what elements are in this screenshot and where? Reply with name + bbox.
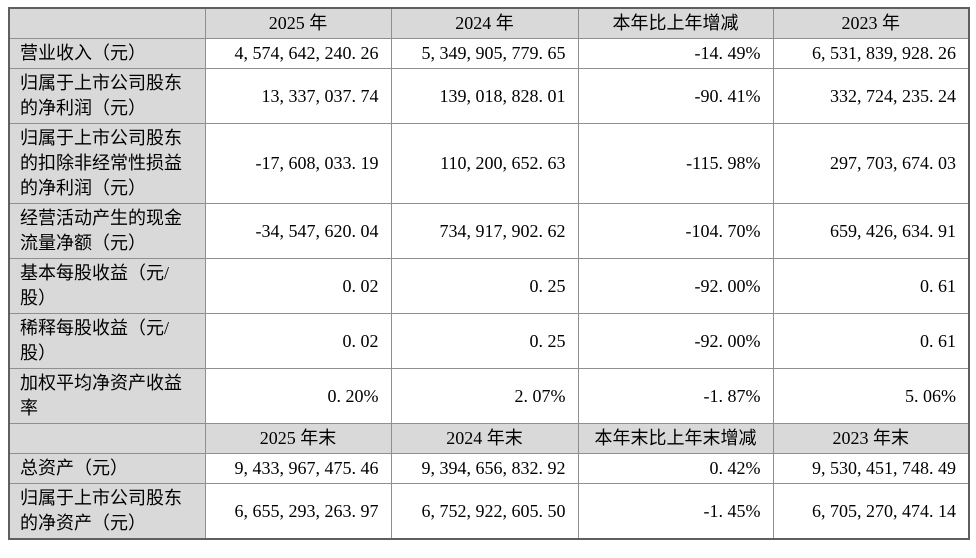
value-2025: 0. 02 [204,258,392,314]
metric-label: 归属于上市公司股东的净利润（元） [8,68,206,124]
metric-label: 归属于上市公司股东的扣除非经常性损益的净利润（元） [8,123,206,204]
value-2023: 297, 703, 674. 03 [772,123,970,204]
value-2025: -34, 547, 620. 04 [204,203,392,259]
value-2024-yearend: 9, 394, 656, 832. 92 [390,453,579,484]
metric-label: 基本每股收益（元/股） [8,258,206,314]
col-header-yearend-change: 本年末比上年末增减 [577,423,774,454]
value-2025: 0. 02 [204,313,392,369]
value-2023-yearend: 6, 705, 270, 474. 14 [772,483,970,540]
col-header-2023-yearend: 2023 年末 [772,423,970,454]
value-2025: -17, 608, 033. 19 [204,123,392,204]
value-2023: 332, 724, 235. 24 [772,68,970,124]
col-header-2023: 2023 年 [772,7,970,39]
value-2025: 13, 337, 037. 74 [204,68,392,124]
value-2024-yearend: 6, 752, 922, 605. 50 [390,483,579,540]
value-2023: 0. 61 [772,313,970,369]
value-2024: 0. 25 [390,313,579,369]
value-2023: 659, 426, 634. 91 [772,203,970,259]
table-row-diluted-eps: 稀释每股收益（元/股） 0. 02 0. 25 -92. 00% 0. 61 [8,313,970,369]
yoy-change: -14. 49% [577,38,774,69]
metric-label: 总资产（元） [8,453,206,484]
period-header-row: 2025 年 2024 年 本年比上年增减 2023 年 [8,7,970,39]
metric-label: 归属于上市公司股东的净资产（元） [8,483,206,540]
col-header-2024-yearend: 2024 年末 [390,423,579,454]
value-2025-yearend: 6, 655, 293, 263. 97 [204,483,392,540]
value-2024: 110, 200, 652. 63 [390,123,579,204]
table-row-weighted-avg-roe: 加权平均净资产收益率 0. 20% 2. 07% -1. 87% 5. 06% [8,368,970,424]
col-header-2024: 2024 年 [390,7,579,39]
yoy-change: -92. 00% [577,313,774,369]
financial-summary-table: 2025 年 2024 年 本年比上年增减 2023 年 营业收入（元） 4, … [8,7,970,540]
metric-label: 加权平均净资产收益率 [8,368,206,424]
metric-label: 营业收入（元） [8,38,206,69]
yearend-change: -1. 45% [577,483,774,540]
yoy-change: -115. 98% [577,123,774,204]
value-2023: 0. 61 [772,258,970,314]
yoy-change: -90. 41% [577,68,774,124]
table-row-net-assets: 归属于上市公司股东的净资产（元） 6, 655, 293, 263. 97 6,… [8,483,970,540]
table-row-net-profit: 归属于上市公司股东的净利润（元） 13, 337, 037. 74 139, 0… [8,68,970,124]
value-2024: 139, 018, 828. 01 [390,68,579,124]
yoy-change: -1. 87% [577,368,774,424]
value-2025-yearend: 9, 433, 967, 475. 46 [204,453,392,484]
table-row-basic-eps: 基本每股收益（元/股） 0. 02 0. 25 -92. 00% 0. 61 [8,258,970,314]
value-2024: 2. 07% [390,368,579,424]
yoy-change: -92. 00% [577,258,774,314]
value-2024: 0. 25 [390,258,579,314]
table-row-operating-cash-flow: 经营活动产生的现金流量净额（元） -34, 547, 620. 04 734, … [8,203,970,259]
metric-label: 稀释每股收益（元/股） [8,313,206,369]
value-2024: 734, 917, 902. 62 [390,203,579,259]
value-2023-yearend: 9, 530, 451, 748. 49 [772,453,970,484]
col-header-2025: 2025 年 [204,7,392,39]
table-row-total-assets: 总资产（元） 9, 433, 967, 475. 46 9, 394, 656,… [8,453,970,484]
value-2025: 0. 20% [204,368,392,424]
table-row-net-profit-excl-nonrecurring: 归属于上市公司股东的扣除非经常性损益的净利润（元） -17, 608, 033.… [8,123,970,204]
value-2023: 6, 531, 839, 928. 26 [772,38,970,69]
yearend-header-row: 2025 年末 2024 年末 本年末比上年末增减 2023 年末 [8,423,970,454]
corner-cell [8,7,206,39]
table-row-operating-revenue: 营业收入（元） 4, 574, 642, 240. 26 5, 349, 905… [8,38,970,69]
metric-label: 经营活动产生的现金流量净额（元） [8,203,206,259]
value-2025: 4, 574, 642, 240. 26 [204,38,392,69]
value-2024: 5, 349, 905, 779. 65 [390,38,579,69]
yoy-change: -104. 70% [577,203,774,259]
col-header-yoy-change: 本年比上年增减 [577,7,774,39]
yearend-change: 0. 42% [577,453,774,484]
col-header-2025-yearend: 2025 年末 [204,423,392,454]
corner-cell [8,423,206,454]
value-2023: 5. 06% [772,368,970,424]
